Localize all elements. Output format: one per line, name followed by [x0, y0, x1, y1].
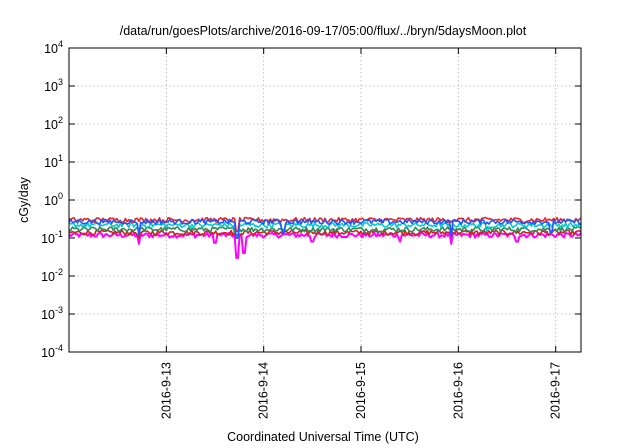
series-line: [68, 218, 582, 239]
y-tick-label: 103: [44, 77, 63, 94]
y-tick-label: 10-4: [41, 343, 63, 360]
y-tick-label: 102: [44, 115, 63, 132]
x-axis: 2016-9-13 2016-9-14 2016-9-15 2016-9-16 2016…: [159, 48, 563, 419]
series-line: [68, 222, 582, 239]
y-axis: 10-4 10-3 10-2 10-1 100 101 102 103 104: [41, 39, 581, 360]
x-axis-label: Coordinated Universal Time (UTC): [227, 430, 419, 444]
chart-title: /data/run/goesPlots/archive/2016-09-17/0…: [120, 24, 527, 38]
x-tick-label: 2016-9-14: [257, 362, 271, 419]
series-group: [68, 216, 582, 259]
series-line: [68, 231, 582, 259]
series-line: [68, 216, 582, 233]
y-tick-label: 10-1: [41, 229, 63, 246]
x-tick-label: 2016-9-13: [159, 362, 173, 419]
y-tick-label: 100: [44, 191, 63, 208]
y-tick-label: 10-3: [41, 305, 63, 322]
x-tick-label: 2016-9-15: [354, 362, 368, 419]
y-tick-label: 101: [44, 153, 63, 170]
series-line: [68, 226, 582, 236]
y-tick-label: 104: [44, 39, 63, 56]
y-axis-label: cGy/day: [17, 176, 31, 223]
x-tick-label: 2016-9-17: [549, 362, 563, 419]
x-tick-label: 2016-9-16: [451, 362, 465, 419]
grid: [69, 48, 581, 352]
y-tick-label: 10-2: [41, 267, 63, 284]
